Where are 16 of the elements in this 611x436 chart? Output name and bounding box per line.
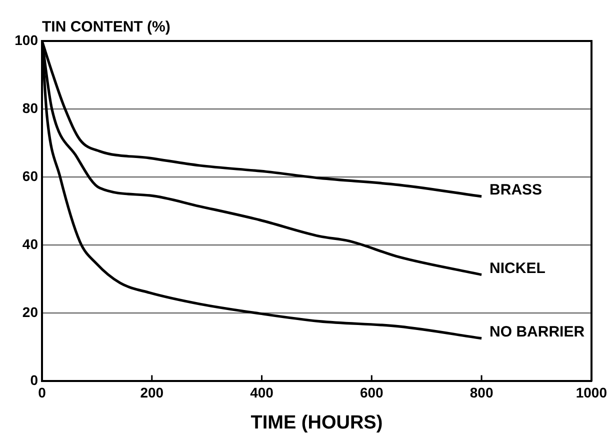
- y-tick-label: 20: [22, 304, 38, 320]
- y-tick-label: 80: [22, 100, 38, 116]
- x-tick-label: 600: [360, 384, 384, 400]
- y-tick-label: 60: [22, 168, 38, 184]
- y-tick-label: 40: [22, 236, 38, 252]
- y-tick-label: 0: [30, 372, 38, 388]
- series-label: NICKEL: [490, 260, 546, 277]
- x-tick-label: 400: [250, 384, 274, 400]
- x-axis-title: TIME (HOURS): [250, 412, 383, 434]
- y-axis-title: TIN CONTENT (%): [42, 18, 170, 36]
- x-tick-label: 200: [140, 384, 164, 400]
- x-tick-label: 1000: [576, 384, 608, 400]
- x-tick-label: 800: [470, 384, 494, 400]
- y-tick-label: 100: [14, 32, 38, 48]
- series-label: NO BARRIER: [490, 323, 585, 340]
- series-label: BRASS: [490, 182, 542, 199]
